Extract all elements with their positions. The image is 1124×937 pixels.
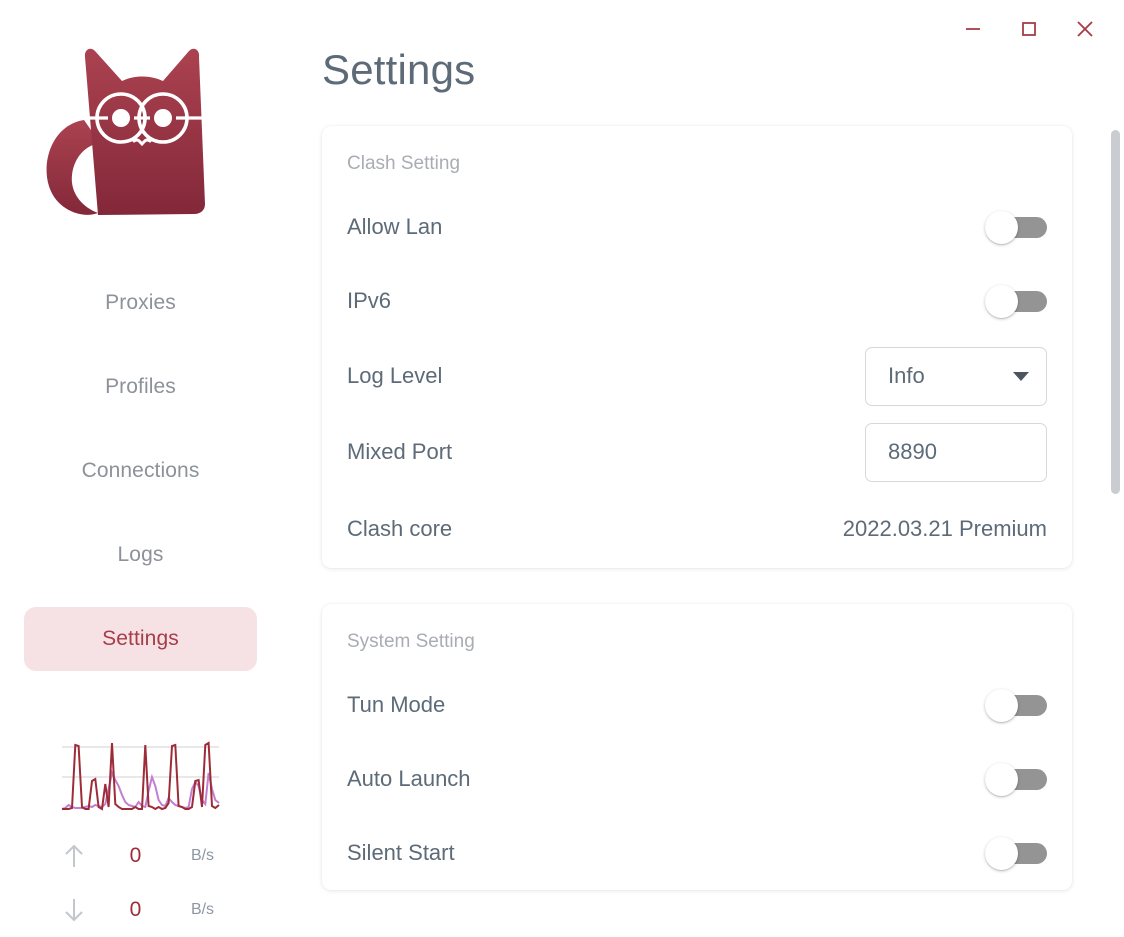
ipv6-toggle[interactable] xyxy=(985,282,1047,320)
row-label: Clash core xyxy=(347,516,453,541)
clash-core-version: 2022.03.21 Premium xyxy=(842,516,1047,541)
card-system-setting: System Setting Tun Mode Auto Launch xyxy=(322,604,1072,890)
row-silent-start: Silent Start xyxy=(347,816,1047,890)
upload-rate-row: 0 B/s xyxy=(48,829,234,883)
cat-with-glasses-logo-icon xyxy=(38,17,244,223)
upload-rate-unit: B/s xyxy=(190,847,215,864)
row-tun-mode: Tun Mode xyxy=(347,668,1047,742)
traffic-chart-download-line xyxy=(61,769,220,810)
main-content: Settings Clash Setting Allow Lan IPv6 xyxy=(281,0,1124,937)
row-label: Mixed Port xyxy=(347,439,453,464)
traffic-widget: 0 B/s 0 B/s xyxy=(24,729,257,937)
sidebar-item-label: Proxies xyxy=(105,291,176,314)
sidebar-item-label: Connections xyxy=(81,459,200,482)
sidebar-item-label: Logs xyxy=(117,543,164,566)
row-label: IPv6 xyxy=(347,288,392,313)
toggle-thumb xyxy=(985,763,1018,796)
auto-launch-toggle[interactable] xyxy=(985,760,1047,798)
arrow-down-icon xyxy=(48,896,100,924)
section-title-clash-setting: Clash Setting xyxy=(347,153,461,174)
row-log-level: Log Level Info xyxy=(347,338,1047,414)
sidebar: Proxies Profiles Connections Logs Settin… xyxy=(0,0,281,937)
close-icon xyxy=(1074,18,1096,40)
sidebar-item-profiles[interactable]: Profiles xyxy=(24,355,257,419)
app-logo xyxy=(36,16,246,223)
sidebar-item-connections[interactable]: Connections xyxy=(24,439,257,503)
row-auto-launch: Auto Launch xyxy=(347,742,1047,816)
row-label: Log Level xyxy=(347,363,443,388)
log-level-select[interactable]: Info xyxy=(865,346,1047,406)
card-clash-setting: Clash Setting Allow Lan IPv6 xyxy=(322,126,1072,568)
row-mixed-port: Mixed Port xyxy=(347,414,1047,490)
scrollbar-thumb[interactable] xyxy=(1111,130,1120,494)
row-label: Allow Lan xyxy=(347,214,443,239)
minimize-button[interactable] xyxy=(958,14,988,44)
arrow-up-icon xyxy=(48,842,100,870)
silent-start-toggle[interactable] xyxy=(985,834,1047,872)
maximize-button[interactable] xyxy=(1014,14,1044,44)
toggle-thumb xyxy=(985,211,1018,244)
toggle-thumb xyxy=(985,285,1018,318)
mixed-port-input[interactable] xyxy=(865,422,1047,482)
sidebar-item-label: Settings xyxy=(102,627,179,650)
row-allow-lan: Allow Lan xyxy=(347,190,1047,264)
sidebar-item-logs[interactable]: Logs xyxy=(24,523,257,587)
traffic-chart-upload-line xyxy=(62,741,220,811)
row-label: Auto Launch xyxy=(347,766,471,791)
traffic-rates: 0 B/s 0 B/s xyxy=(48,829,234,937)
traffic-chart xyxy=(57,729,224,815)
row-ipv6: IPv6 xyxy=(347,264,1047,338)
sidebar-item-label: Profiles xyxy=(105,375,176,398)
upload-rate-value: 0 xyxy=(129,844,142,867)
sidebar-item-settings[interactable]: Settings xyxy=(24,607,257,671)
sidebar-item-proxies[interactable]: Proxies xyxy=(24,271,257,335)
titlebar xyxy=(864,0,1124,58)
toggle-thumb xyxy=(985,837,1018,870)
download-rate-value: 0 xyxy=(129,898,142,921)
chevron-down-icon xyxy=(1013,371,1029,381)
minimize-icon xyxy=(963,19,983,39)
tun-mode-toggle[interactable] xyxy=(985,686,1047,724)
row-label: Silent Start xyxy=(347,840,455,865)
log-level-value: Info xyxy=(888,363,925,388)
close-button[interactable] xyxy=(1070,14,1100,44)
page-title: Settings xyxy=(322,46,476,93)
section-title-system-setting: System Setting xyxy=(347,631,475,652)
download-rate-row: 0 B/s xyxy=(48,883,234,937)
maximize-icon xyxy=(1019,19,1039,39)
allow-lan-toggle[interactable] xyxy=(985,208,1047,246)
toggle-thumb xyxy=(985,689,1018,722)
scrollbar-track[interactable] xyxy=(1111,0,1120,937)
sidebar-nav: Proxies Profiles Connections Logs Settin… xyxy=(0,271,281,691)
row-label: Tun Mode xyxy=(347,692,446,717)
download-rate-unit: B/s xyxy=(190,901,215,918)
row-clash-core: Clash core 2022.03.21 Premium xyxy=(347,490,1047,568)
